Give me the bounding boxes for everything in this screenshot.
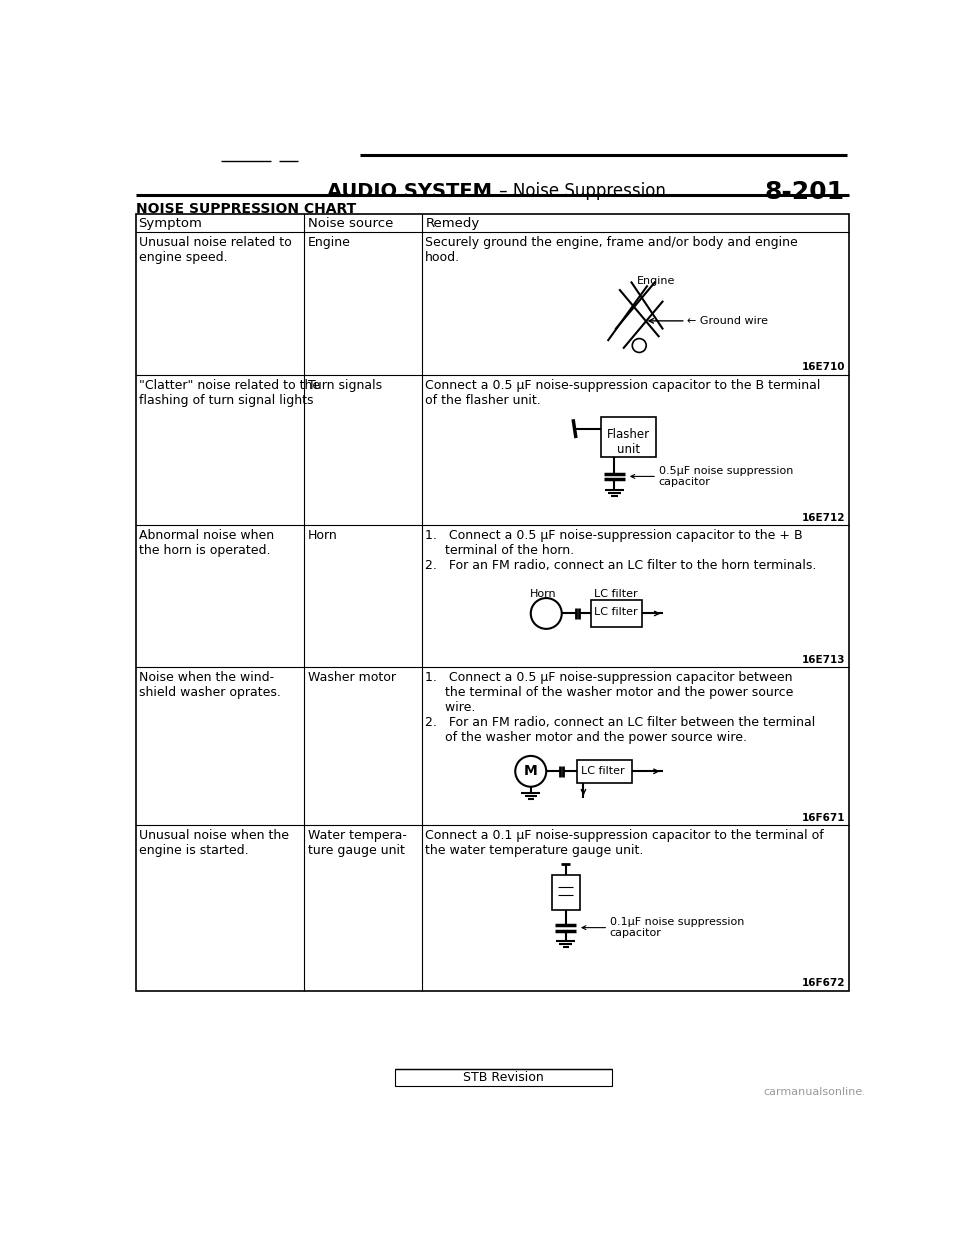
Bar — [577, 759, 632, 783]
Text: Engine: Engine — [307, 236, 350, 249]
Text: AUDIO SYSTEM: AUDIO SYSTEM — [327, 181, 492, 200]
Text: LC filter: LC filter — [581, 766, 625, 776]
Text: 0.1μF noise suppression
capacitor: 0.1μF noise suppression capacitor — [610, 917, 744, 938]
Text: Connect a 0.5 μF noise-suppression capacitor to the B terminal
of the flasher un: Connect a 0.5 μF noise-suppression capac… — [425, 379, 821, 406]
Text: LC filter: LC filter — [594, 589, 637, 599]
Bar — [552, 875, 580, 910]
Text: Flasher
unit: Flasher unit — [607, 428, 650, 456]
Text: "Clatter" noise related to the
flashing of turn signal lights: "Clatter" noise related to the flashing … — [138, 379, 320, 406]
Text: M: M — [524, 764, 538, 778]
Bar — [601, 418, 657, 457]
Text: Noise when the wind-
shield washer oprates.: Noise when the wind- shield washer oprat… — [138, 671, 280, 700]
Text: 0.5μF noise suppression
capacitor: 0.5μF noise suppression capacitor — [659, 466, 793, 487]
Text: Horn: Horn — [307, 528, 337, 542]
Bar — [396, 1069, 612, 1086]
Text: Horn: Horn — [530, 589, 557, 599]
Text: NOISE SUPPRESSION CHART: NOISE SUPPRESSION CHART — [135, 201, 356, 215]
Text: Turn signals: Turn signals — [307, 379, 382, 392]
Text: 16E713: 16E713 — [802, 655, 846, 665]
Text: Noise source: Noise source — [307, 218, 393, 230]
Bar — [135, 214, 849, 991]
Text: LC filter: LC filter — [594, 608, 637, 618]
Text: Securely ground the engine, frame and/or body and engine
hood.: Securely ground the engine, frame and/or… — [425, 236, 798, 265]
Text: ← Ground wire: ← Ground wire — [687, 316, 768, 326]
Text: Connect a 0.1 μF noise-suppression capacitor to the terminal of
the water temper: Connect a 0.1 μF noise-suppression capac… — [425, 829, 824, 858]
Text: – Noise Suppression: – Noise Suppression — [494, 181, 666, 199]
Text: Washer motor: Washer motor — [307, 671, 396, 684]
Text: 16E712: 16E712 — [802, 512, 846, 522]
Text: Water tempera-
ture gauge unit: Water tempera- ture gauge unit — [307, 829, 406, 858]
Text: Engine: Engine — [636, 276, 675, 286]
Text: STB Revision: STB Revision — [464, 1071, 544, 1084]
Text: Unusual noise when the
engine is started.: Unusual noise when the engine is started… — [138, 829, 289, 858]
Text: Remedy: Remedy — [425, 218, 480, 230]
Text: Unusual noise related to
engine speed.: Unusual noise related to engine speed. — [138, 236, 291, 265]
Text: 1.   Connect a 0.5 μF noise-suppression capacitor between
     the terminal of t: 1. Connect a 0.5 μF noise-suppression ca… — [425, 671, 816, 745]
Text: Abnormal noise when
the horn is operated.: Abnormal noise when the horn is operated… — [138, 528, 274, 557]
Text: 8-201: 8-201 — [764, 180, 845, 204]
Text: 1.   Connect a 0.5 μF noise-suppression capacitor to the + B
     terminal of th: 1. Connect a 0.5 μF noise-suppression ca… — [425, 528, 817, 572]
Text: 16F672: 16F672 — [802, 978, 846, 988]
Text: 16E710: 16E710 — [802, 363, 846, 373]
Bar — [591, 599, 641, 628]
Text: 16F671: 16F671 — [802, 813, 846, 823]
Text: Symptom: Symptom — [138, 218, 203, 230]
Text: carmanualsonline.info: carmanualsonline.info — [763, 1088, 887, 1098]
